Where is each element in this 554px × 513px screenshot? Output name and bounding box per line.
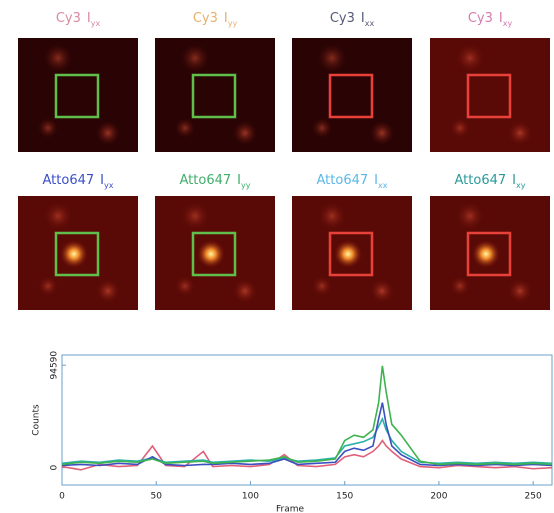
roi-box	[328, 231, 374, 277]
speckle	[233, 121, 257, 145]
panel-label: Atto647 Ixx	[317, 173, 388, 190]
x-tick-label: 150	[336, 492, 353, 502]
series-line	[61, 402, 553, 467]
panel-label: Cy3 Ixx	[330, 11, 375, 28]
fluorescent-spot	[472, 240, 500, 268]
roi-box	[466, 73, 512, 119]
label-sub: yy	[228, 19, 238, 28]
panel-label: Atto647 Ixy	[455, 173, 526, 190]
label-sub: yx	[104, 181, 114, 190]
y-tick-label: 94590	[50, 351, 60, 380]
x-tick-label: 200	[430, 492, 447, 502]
label-sub: yx	[91, 19, 101, 28]
label-symbol: I	[374, 173, 378, 188]
roi-box	[191, 73, 237, 119]
speckle	[318, 202, 346, 230]
label-symbol: I	[499, 11, 503, 26]
speckle	[233, 279, 257, 303]
label-name: Cy3	[56, 11, 81, 26]
fluorescent-spot	[334, 240, 362, 268]
panel-label: Atto647 Iyy	[180, 173, 251, 190]
plot-frame	[61, 354, 553, 486]
microscopy-image	[155, 38, 275, 152]
microscopy-image	[18, 38, 138, 152]
speckle	[44, 202, 72, 230]
speckle	[181, 44, 209, 72]
label-symbol: I	[100, 173, 104, 188]
label-symbol: I	[361, 11, 365, 26]
label-name: Atto647	[455, 173, 507, 188]
speckle	[508, 121, 532, 145]
y-axis-label: Counts	[32, 404, 42, 436]
microscopy-image	[430, 38, 550, 152]
speckle	[450, 276, 470, 296]
series-line	[61, 416, 553, 465]
roi-box	[191, 231, 237, 277]
speckle	[175, 276, 195, 296]
speckle	[44, 44, 72, 72]
microscopy-image	[292, 38, 412, 152]
speckle	[318, 44, 346, 72]
speckle	[175, 118, 195, 138]
series-line	[61, 439, 553, 471]
panel-label: Cy3 Iyy	[193, 11, 238, 28]
label-sub: yy	[241, 181, 251, 190]
label-name: Cy3	[468, 11, 493, 26]
panel-label: Atto647 Iyx	[43, 173, 114, 190]
label-symbol: I	[237, 173, 241, 188]
label-name: Atto647	[317, 173, 369, 188]
x-tick-label: 0	[59, 492, 65, 502]
label-name: Cy3	[330, 11, 355, 26]
x-axis-label: Frame	[276, 505, 305, 513]
panel-label: Cy3 Ixy	[468, 11, 513, 28]
label-sub: xx	[378, 181, 388, 190]
speckle	[456, 44, 484, 72]
roi-box	[466, 231, 512, 277]
speckle	[370, 279, 394, 303]
panel-label: Cy3 Iyx	[56, 11, 101, 28]
fluorescent-spot	[197, 240, 225, 268]
label-name: Atto647	[43, 173, 95, 188]
x-tick-label: 50	[151, 492, 163, 502]
label-symbol: I	[87, 11, 91, 26]
speckle	[508, 279, 532, 303]
label-name: Cy3	[193, 11, 218, 26]
label-symbol: I	[512, 173, 516, 188]
speckle	[181, 202, 209, 230]
speckle	[312, 276, 332, 296]
speckle	[38, 276, 58, 296]
roi-box	[54, 73, 100, 119]
roi-box	[328, 73, 374, 119]
fluorescent-spot	[60, 240, 88, 268]
speckle	[456, 202, 484, 230]
label-sub: xx	[365, 19, 375, 28]
label-sub: xy	[503, 19, 513, 28]
x-tick-label: 250	[525, 492, 542, 502]
speckle	[370, 121, 394, 145]
label-name: Atto647	[180, 173, 232, 188]
x-tick-label: 100	[242, 492, 259, 502]
y-tick-label: 0	[50, 465, 60, 471]
speckle	[450, 118, 470, 138]
roi-box	[54, 231, 100, 277]
label-symbol: I	[224, 11, 228, 26]
speckle	[96, 121, 120, 145]
series-line	[61, 365, 553, 466]
speckle	[96, 279, 120, 303]
speckle	[38, 118, 58, 138]
label-sub: xy	[516, 181, 526, 190]
speckle	[312, 118, 332, 138]
